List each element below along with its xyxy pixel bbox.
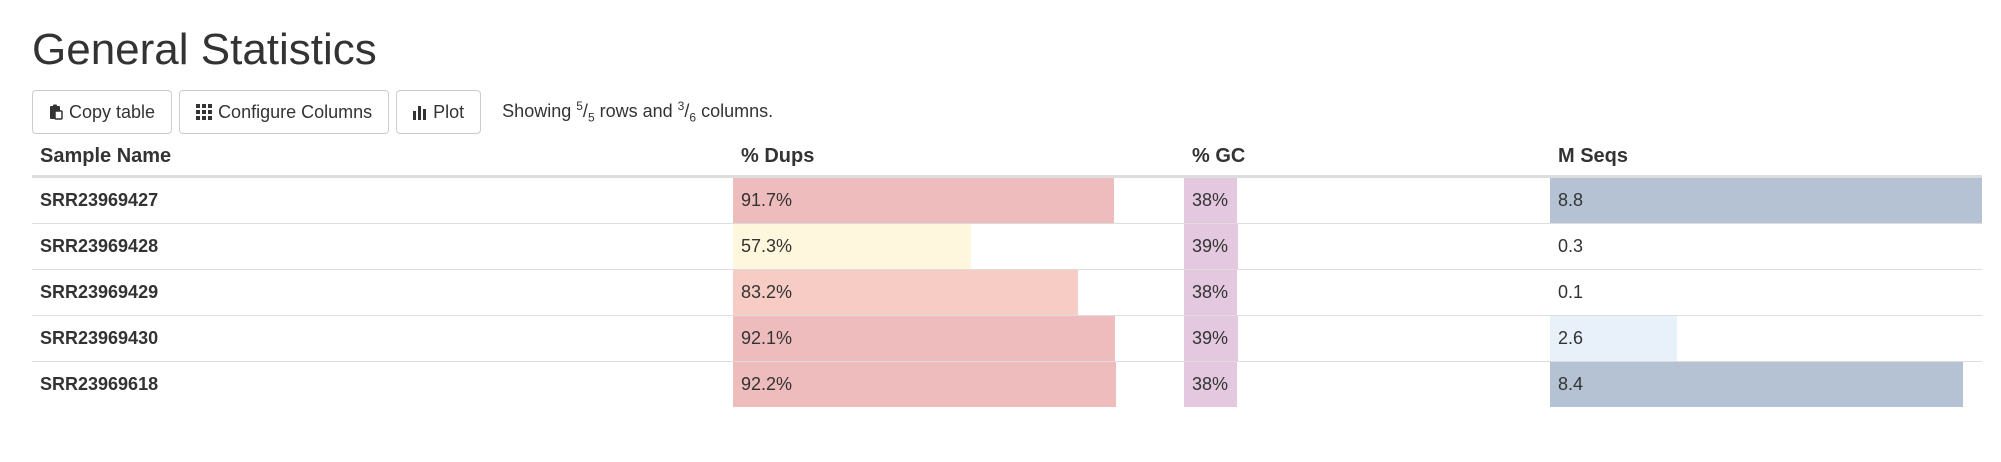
gc-value: 38% <box>1192 190 1229 210</box>
gc-bar <box>1184 224 1239 269</box>
copy-table-label: Copy table <box>69 101 156 122</box>
gc-bar <box>1184 270 1237 315</box>
gc-bar <box>1184 362 1237 407</box>
header-row: Sample Name % Dups % GC M Seqs <box>32 138 1982 178</box>
dups-bar <box>733 362 1116 407</box>
dups-value: 92.2% <box>741 374 793 394</box>
dups-bar <box>733 224 971 269</box>
mseqs-cell: 2.6 <box>1550 315 1982 362</box>
mseqs-value: 8.4 <box>1558 374 1584 394</box>
configure-columns-label: Configure Columns <box>218 101 373 122</box>
table-row: SRR23969427 91.7% 38% 8.8 <box>32 177 1982 224</box>
sample-name-cell: SRR23969427 <box>40 190 159 210</box>
gc-value: 39% <box>1192 236 1229 256</box>
gc-bar <box>1184 316 1239 361</box>
cols-total: 6 <box>689 110 697 125</box>
dups-value: 57.3% <box>741 236 793 256</box>
mseqs-value: 8.8 <box>1558 190 1584 210</box>
table-row: SRR23969430 92.1% 39% 2.6 <box>32 315 1982 362</box>
configure-columns-button[interactable]: Configure Columns <box>179 90 390 134</box>
cols-shown: 3 <box>677 99 685 114</box>
general-stats-table: Sample Name % Dups % GC M Seqs SRR239694… <box>32 138 1982 407</box>
mseqs-cell: 0.3 <box>1550 223 1982 270</box>
plot-label: Plot <box>433 101 465 122</box>
dups-bar <box>733 316 1116 361</box>
gc-value: 38% <box>1192 282 1229 302</box>
showing-status: Showing 5/5 rows and 3/6 columns. <box>502 99 774 125</box>
dups-cell: 92.1% <box>733 315 1184 362</box>
gc-cell: 38% <box>1184 361 1550 407</box>
header-sample-name[interactable]: Sample Name <box>32 138 733 178</box>
rows-shown: 5 <box>576 99 583 114</box>
gc-bar <box>1184 178 1237 223</box>
mseqs-cell: 8.4 <box>1550 361 1982 407</box>
table-row: SRR23969428 57.3% 39% 0.3 <box>32 223 1982 270</box>
header-gc[interactable]: % GC <box>1184 138 1550 178</box>
table-row: SRR23969429 83.2% 38% 0.1 <box>32 269 1982 316</box>
gc-value: 38% <box>1192 374 1229 394</box>
dups-cell: 57.3% <box>733 223 1184 270</box>
dups-value: 83.2% <box>741 282 793 302</box>
mseqs-cell: 8.8 <box>1550 177 1982 224</box>
cols-word: columns. <box>696 101 774 122</box>
dups-cell: 83.2% <box>733 269 1184 316</box>
dups-value: 92.1% <box>741 328 793 348</box>
dups-cell: 91.7% <box>733 177 1184 224</box>
sample-name-cell: SRR23969429 <box>32 269 733 316</box>
clipboard-icon <box>49 104 63 120</box>
header-dups[interactable]: % Dups <box>733 138 1184 178</box>
mseqs-value: 0.1 <box>1558 282 1584 302</box>
gc-cell: 39% <box>1184 223 1550 270</box>
showing-prefix: Showing <box>502 101 577 122</box>
mseqs-value: 0.3 <box>1558 236 1584 256</box>
dups-bar <box>733 178 1114 223</box>
sample-name-cell: SRR23969428 <box>32 223 733 270</box>
mseqs-cell: 0.1 <box>1550 269 1982 316</box>
plot-button[interactable]: Plot <box>396 90 482 134</box>
dups-value: 91.7% <box>741 190 793 210</box>
mseqs-bar <box>1550 362 1963 407</box>
page-title: General Statistics <box>32 25 377 74</box>
bar-chart-icon <box>413 104 427 120</box>
rows-total: 5 <box>587 110 595 125</box>
header-mseqs[interactable]: M Seqs <box>1550 138 1982 178</box>
sample-name-cell: SRR23969430 <box>32 315 733 362</box>
rows-word: rows and <box>594 101 678 122</box>
dups-cell: 92.2% <box>733 361 1184 407</box>
grid-icon <box>196 104 213 120</box>
copy-table-button[interactable]: Copy table <box>32 90 173 134</box>
gc-cell: 39% <box>1184 315 1550 362</box>
gc-cell: 38% <box>1184 269 1550 316</box>
gc-value: 39% <box>1192 328 1229 348</box>
sample-name-cell: SRR23969618 <box>32 361 733 407</box>
gc-cell: 38% <box>1184 177 1550 224</box>
dups-bar <box>733 270 1079 315</box>
table-toolbar: Copy table Configure Columns Plot Showin… <box>32 90 773 134</box>
mseqs-bar <box>1550 178 1982 223</box>
table-row: SRR23969618 92.2% 38% 8.4 <box>32 361 1982 407</box>
mseqs-bar <box>1550 316 1678 361</box>
mseqs-value: 2.6 <box>1558 328 1584 348</box>
